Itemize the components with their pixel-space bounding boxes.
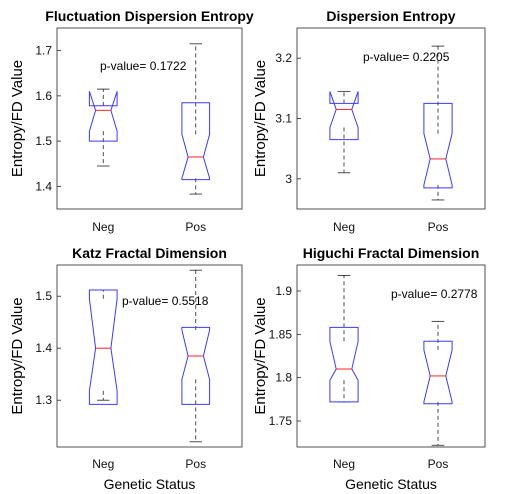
notched-box: [181, 102, 211, 181]
y-tick-label: 1.75: [269, 414, 293, 428]
chart-title: Katz Fractal Dimension: [72, 245, 227, 261]
subplot-2: Dispersion Entropy 3 3.1 3.2 Entropy/FD Valu…: [252, 8, 486, 234]
x-tick-label: Pos: [428, 457, 449, 471]
notched-box: [181, 326, 211, 405]
x-tick-label: Neg: [333, 220, 355, 234]
x-tick-label: Neg: [92, 220, 114, 234]
box-neg: [88, 289, 118, 405]
y-tick-label: 1.4: [35, 341, 52, 355]
x-tick-label: Neg: [333, 457, 355, 471]
axes-frame: [296, 264, 486, 448]
y-tick-label: 1.6: [35, 89, 52, 103]
x-tick-label: Neg: [92, 457, 114, 471]
axes-frame: [56, 27, 243, 210]
notched-box: [88, 289, 118, 405]
box-neg: [329, 274, 359, 403]
y-tick-label: 3.1: [275, 112, 292, 126]
y-tick-label: 3: [285, 172, 292, 186]
notched-box: [329, 326, 359, 403]
x-axis-label: Genetic Status: [345, 476, 437, 492]
y-axis-label: Entropy/FD Value: [252, 60, 269, 177]
notched-box: [88, 91, 118, 142]
subplot-3: Katz Fractal Dimension 1.3 1.4 1.5 Entropy/F…: [9, 245, 243, 492]
x-tick-label: Pos: [428, 220, 449, 234]
y-tick-label: 1.85: [269, 327, 293, 341]
p-value-annotation: p-value= 0.2778: [391, 287, 478, 301]
chart-title: Higuchi Fractal Dimension: [303, 245, 480, 261]
y-tick-label: 1.8: [275, 371, 292, 385]
box-neg: [329, 90, 359, 174]
chart-title: Fluctuation Dispersion Entropy: [45, 8, 254, 24]
x-tick-label: Pos: [185, 220, 206, 234]
box-pos: [181, 269, 211, 443]
chart-title: Dispersion Entropy: [326, 8, 455, 24]
notched-box: [423, 102, 453, 189]
y-tick-label: 3.2: [275, 51, 292, 65]
p-value-annotation: p-value= 0.5518: [122, 294, 209, 308]
y-tick-label: 1.7: [35, 44, 52, 58]
notched-box: [329, 91, 359, 141]
box-neg: [88, 88, 118, 167]
y-tick-label: 1.4: [35, 179, 52, 193]
p-value-annotation: p-value= 0.1722: [100, 59, 187, 73]
y-axis-label: Entropy/FD Value: [9, 60, 26, 177]
y-axis-label: Entropy/FD Value: [9, 297, 26, 414]
y-tick-label: 1.5: [35, 134, 52, 148]
y-tick-label: 1.3: [35, 393, 52, 407]
axes-frame: [56, 264, 243, 448]
y-tick-label: 1.9: [275, 284, 292, 298]
y-axis-label: Entropy/FD Value: [252, 297, 269, 414]
box-pos: [423, 45, 453, 201]
box-pos: [181, 43, 211, 195]
p-value-annotation: p-value= 0.2205: [363, 50, 450, 64]
y-tick-label: 1.5: [35, 289, 52, 303]
subplot-4: Higuchi Fractal Dimension 1.75 1.8 1.85 1.9 E…: [252, 245, 486, 492]
box-pos: [423, 320, 453, 446]
subplot-1: Fluctuation Dispersion Entropy 1.4 1.5 1.6 1…: [9, 8, 254, 234]
notched-box: [423, 340, 453, 405]
x-tick-label: Pos: [185, 457, 206, 471]
x-axis-label: Genetic Status: [104, 476, 196, 492]
